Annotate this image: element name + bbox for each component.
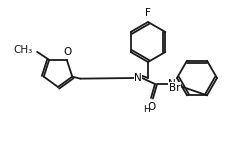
- Text: O: O: [147, 102, 155, 112]
- Text: Br: Br: [169, 83, 181, 93]
- Text: O: O: [64, 47, 72, 57]
- Text: N: N: [134, 73, 142, 83]
- Text: F: F: [145, 8, 151, 18]
- Text: CH₃: CH₃: [13, 45, 32, 55]
- Text: N: N: [168, 79, 176, 89]
- Text: H: H: [143, 105, 149, 114]
